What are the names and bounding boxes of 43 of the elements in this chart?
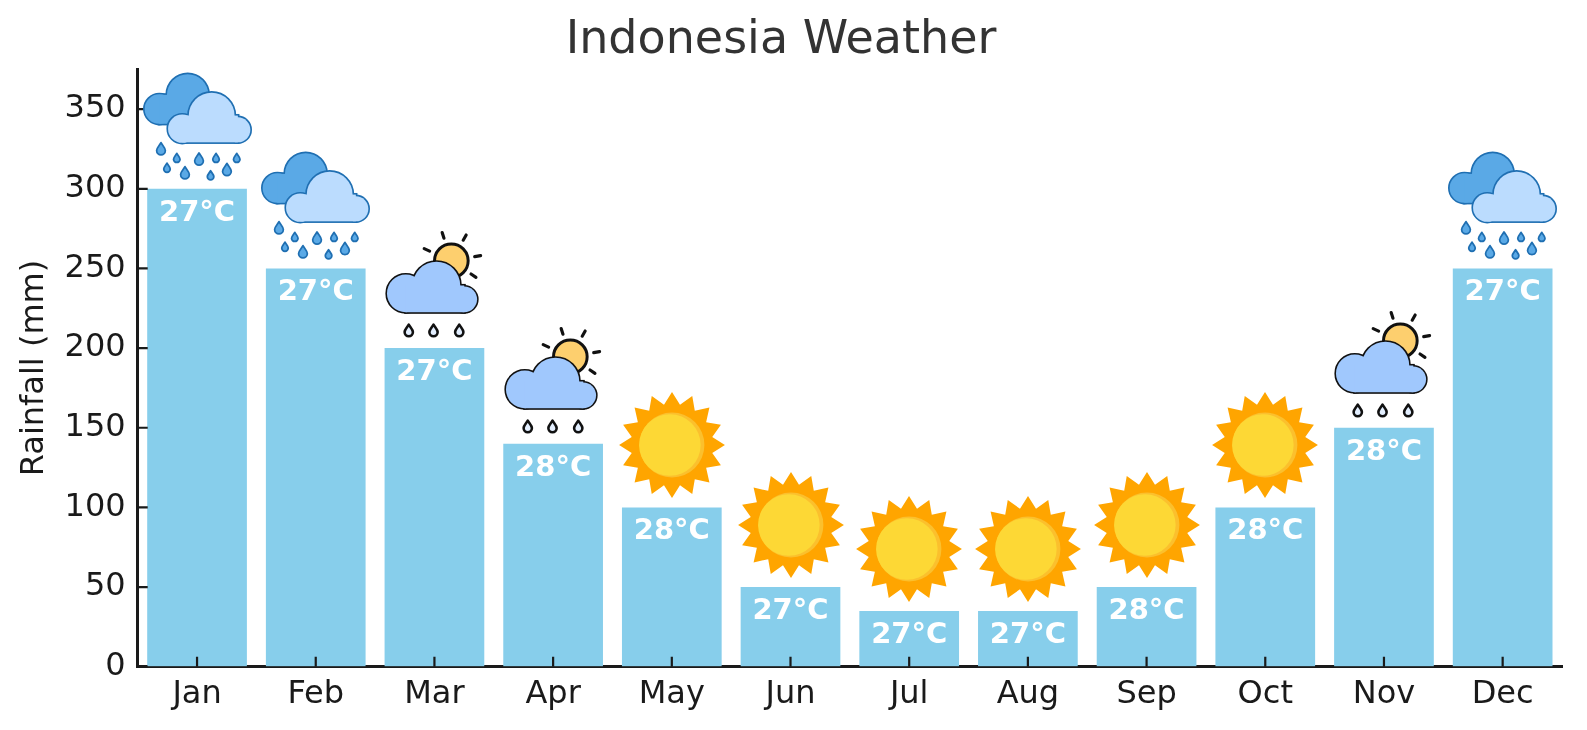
bar (265, 268, 366, 667)
y-tick-label: 100 (64, 485, 126, 524)
bar (1215, 507, 1316, 667)
annotation: 28°C (1345, 432, 1423, 467)
bar (1452, 268, 1553, 667)
y-tick-label: 50 (84, 565, 126, 604)
annotation: 27°C (989, 615, 1066, 650)
x-tick-label: Mar (404, 673, 466, 712)
x-tick-label: Jul (887, 673, 929, 712)
annotation: 28°C (1108, 592, 1185, 627)
annotation: 27°C (752, 592, 829, 627)
y-tick-label: 300 (64, 167, 126, 206)
x-tick-label: Jan (170, 673, 222, 712)
y-tick-label: 350 (64, 87, 126, 126)
x-tick-label: Aug (996, 673, 1060, 712)
x-tick-label: May (638, 673, 705, 712)
y-tick-label: 250 (64, 246, 126, 285)
x-tick-label: Nov (1352, 673, 1416, 712)
x-tick-label: Oct (1237, 673, 1293, 712)
annotation: 27°C (1464, 273, 1541, 308)
chart-title: Indonesia Weather (565, 9, 997, 64)
annotation: 27°C (396, 353, 473, 388)
bar (147, 188, 247, 667)
annotation: 28°C (633, 512, 710, 547)
bar (621, 507, 722, 667)
y-tick-label: 200 (64, 326, 126, 365)
bar (384, 348, 485, 667)
y-tick-label: 150 (64, 406, 126, 445)
annotation: 28°C (1227, 512, 1304, 547)
annotation: 27°C (277, 273, 354, 308)
bar (1334, 427, 1434, 667)
annotation: 28°C (515, 448, 592, 483)
x-tick-label: Feb (287, 673, 345, 712)
x-tick-label: Apr (525, 673, 582, 712)
x-tick-label: Dec (1471, 673, 1534, 712)
y-axis-title: Rainfall (mm) (12, 259, 51, 477)
x-tick-label: Sep (1116, 673, 1177, 712)
x-tick-label: Jun (763, 673, 816, 712)
bar (503, 443, 603, 667)
annotation: 27°C (871, 615, 948, 650)
y-tick-label: 0 (105, 645, 126, 684)
bar (740, 587, 841, 667)
annotation: 27°C (158, 193, 236, 228)
